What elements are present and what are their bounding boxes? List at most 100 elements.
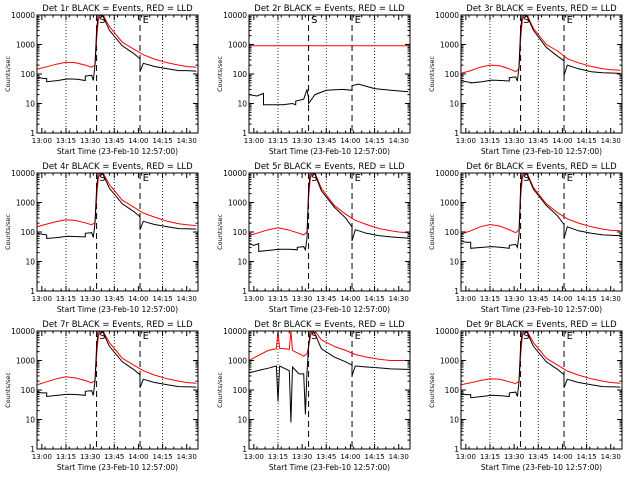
y-tick-label: 100 — [21, 386, 36, 395]
series-line-lld — [461, 173, 621, 235]
y-axis-label: Counts/sec — [4, 372, 12, 408]
x-tick-label: 13:15 — [268, 295, 288, 303]
y-axis-label: Counts/sec — [428, 56, 436, 92]
y-tick-label: 1000 — [440, 199, 459, 208]
panel-title: Det 9r BLACK = Events, RED = LLD — [466, 320, 617, 330]
y-tick-label: 10000 — [435, 169, 459, 178]
y-tick-label: 1000 — [228, 357, 247, 366]
x-tick-label: 13:15 — [268, 137, 288, 145]
y-tick-label: 1000 — [16, 199, 35, 208]
y-tick-label: 1000 — [228, 41, 247, 50]
x-tick-label: 13:45 — [104, 137, 124, 145]
x-tick-label: 14:00 — [552, 295, 572, 303]
y-tick-label: 1 — [30, 445, 35, 454]
x-tick-label: 13:15 — [268, 453, 288, 461]
detector-panel-1: Det 1r BLACK = Events, RED = LLD Counts/s… — [4, 4, 199, 156]
marker-e: E — [355, 15, 361, 26]
marker-e: E — [143, 15, 149, 26]
panel-title: Det 2r BLACK = Events, RED = LLD — [254, 4, 405, 14]
x-tick-label: 14:30 — [601, 295, 621, 303]
x-tick-label: 14:00 — [340, 137, 360, 145]
y-tick-label: 1 — [454, 129, 459, 138]
x-tick-label: 14:15 — [364, 137, 384, 145]
marker-s: S — [523, 15, 529, 26]
x-tick-label: 13:15 — [56, 453, 76, 461]
panel-title: Det 7r BLACK = Events, RED = LLD — [42, 320, 193, 330]
x-tick-label: 13:30 — [504, 295, 524, 303]
y-tick-label: 10 — [449, 100, 459, 109]
y-tick-label: 1000 — [16, 357, 35, 366]
marker-s: S — [311, 173, 317, 184]
x-tick-label: 13:45 — [316, 453, 336, 461]
y-tick-label: 10 — [449, 416, 459, 425]
x-tick-label: 14:30 — [389, 137, 409, 145]
x-tick-label: 14:15 — [576, 295, 596, 303]
x-tick-label: 13:00 — [32, 295, 52, 303]
x-tick-label: 14:00 — [128, 137, 148, 145]
y-tick-label: 10 — [449, 258, 459, 267]
x-tick-label: 13:15 — [480, 453, 500, 461]
detector-panel-7: Det 7r BLACK = Events, RED = LLD Counts/s… — [4, 320, 199, 472]
y-tick-label: 100 — [21, 70, 36, 79]
y-tick-label: 10000 — [223, 169, 247, 178]
plot-frame — [460, 330, 623, 450]
series-line-events — [249, 331, 409, 423]
x-tick-label: 14:30 — [389, 295, 409, 303]
y-tick-label: 1000 — [440, 41, 459, 50]
plot-frame — [36, 330, 199, 450]
y-tick-label: 1000 — [228, 199, 247, 208]
x-tick-label: 13:45 — [528, 453, 548, 461]
y-axis-label: Counts/sec — [428, 214, 436, 250]
x-tick-label: 14:15 — [576, 137, 596, 145]
series-line-events — [249, 83, 409, 106]
x-tick-label: 13:30 — [504, 137, 524, 145]
y-axis-label: Counts/sec — [4, 56, 12, 92]
x-tick-label: 13:45 — [528, 137, 548, 145]
plot-frame — [460, 14, 623, 134]
plot-frame — [248, 14, 411, 134]
y-tick-label: 10000 — [435, 327, 459, 336]
y-tick-label: 10 — [25, 416, 35, 425]
detector-panel-3: Det 3r BLACK = Events, RED = LLD Counts/s… — [428, 4, 623, 156]
panel-title: Det 8r BLACK = Events, RED = LLD — [254, 320, 405, 330]
marker-e: E — [355, 173, 361, 184]
x-axis-label: Start Time (23-Feb-10 12:57:00) — [269, 305, 390, 314]
x-tick-label: 14:15 — [152, 295, 172, 303]
x-tick-label: 14:00 — [128, 295, 148, 303]
marker-e: E — [143, 173, 149, 184]
x-axis-label: Start Time (23-Feb-10 12:57:00) — [269, 463, 390, 472]
x-tick-label: 13:15 — [480, 137, 500, 145]
x-tick-label: 14:15 — [364, 295, 384, 303]
x-tick-label: 13:30 — [80, 453, 100, 461]
y-tick-label: 100 — [445, 228, 460, 237]
y-axis-label: Counts/sec — [216, 214, 224, 250]
x-tick-label: 13:30 — [292, 295, 312, 303]
marker-s: S — [523, 173, 529, 184]
x-tick-label: 14:00 — [340, 453, 360, 461]
marker-s: S — [99, 15, 105, 26]
marker-e: E — [355, 331, 361, 342]
series-line-lld — [461, 15, 621, 74]
series-line-events — [37, 331, 197, 398]
panel-title: Det 5r BLACK = Events, RED = LLD — [254, 162, 405, 172]
plot-frame — [460, 172, 623, 292]
series-line-events — [249, 173, 409, 252]
x-tick-label: 13:45 — [104, 295, 124, 303]
x-tick-label: 13:30 — [504, 453, 524, 461]
x-tick-label: 13:30 — [292, 137, 312, 145]
y-tick-label: 10000 — [11, 327, 35, 336]
x-tick-label: 14:00 — [340, 295, 360, 303]
panel-title: Det 3r BLACK = Events, RED = LLD — [466, 4, 617, 14]
series-line-lld — [37, 15, 197, 70]
y-tick-label: 10 — [237, 258, 247, 267]
x-tick-label: 13:00 — [32, 137, 52, 145]
x-tick-label: 14:00 — [128, 453, 148, 461]
series-line-events — [37, 15, 197, 83]
x-tick-label: 13:00 — [456, 295, 476, 303]
x-tick-label: 13:30 — [292, 453, 312, 461]
y-tick-label: 10 — [237, 100, 247, 109]
series-line-lld — [249, 173, 409, 237]
y-axis-label: Counts/sec — [4, 214, 12, 250]
x-tick-label: 14:30 — [601, 453, 621, 461]
x-tick-label: 14:15 — [364, 453, 384, 461]
